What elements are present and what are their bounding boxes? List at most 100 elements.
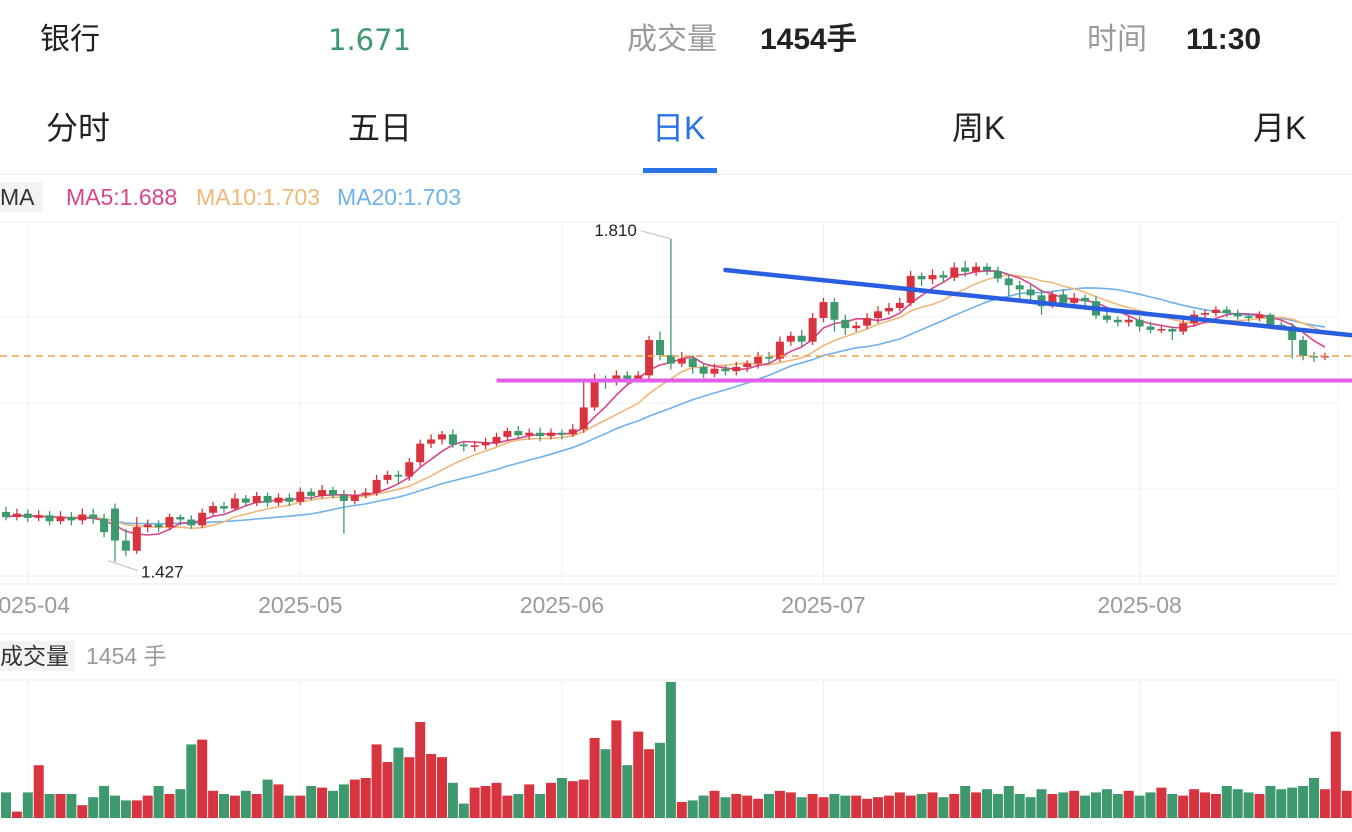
- candle-body: [852, 325, 861, 329]
- volume-bar: [33, 765, 44, 818]
- candle: [132, 517, 141, 555]
- volume-bar: [600, 749, 611, 818]
- volume-bar: [186, 744, 197, 818]
- candle-body: [12, 513, 21, 517]
- volume-bar: [1287, 787, 1298, 818]
- candle: [1211, 306, 1220, 317]
- candle-body: [230, 498, 239, 509]
- period-tabs: 分时 五日 日K 周K 月K: [0, 92, 1352, 175]
- candle: [525, 428, 534, 440]
- candle: [786, 331, 795, 346]
- candle: [1026, 284, 1035, 301]
- volume-bar: [1047, 794, 1058, 818]
- candle-body: [89, 514, 98, 519]
- candle: [1015, 281, 1024, 300]
- volume-bar: [306, 786, 317, 818]
- candle-body: [547, 432, 555, 437]
- ma-indicator-tag[interactable]: MA: [0, 182, 43, 212]
- candle-body: [634, 375, 643, 379]
- volume-bar: [818, 797, 829, 818]
- candle: [939, 270, 948, 283]
- candle: [34, 510, 43, 522]
- volume-bar: [731, 794, 742, 818]
- candle: [1081, 294, 1090, 307]
- volume-bars: [1, 682, 1352, 818]
- candle-body: [1179, 323, 1188, 332]
- candle-body: [285, 497, 294, 502]
- price-grid: [0, 221, 1352, 635]
- candle-body: [1004, 278, 1013, 286]
- candles: [2, 238, 1329, 562]
- volume-bar: [66, 794, 77, 818]
- candle: [1255, 311, 1264, 322]
- candle-body: [470, 445, 479, 447]
- candle: [830, 297, 839, 332]
- candle: [339, 490, 348, 534]
- candle: [89, 508, 98, 524]
- volume-bar: [251, 794, 262, 818]
- candle-body: [557, 432, 566, 435]
- candle-body: [590, 380, 599, 408]
- volume-bar: [949, 794, 960, 818]
- candle: [699, 362, 708, 378]
- volume-bar: [458, 803, 469, 818]
- candle-body: [1026, 289, 1035, 296]
- candle-body: [372, 479, 381, 493]
- candle: [143, 519, 152, 533]
- volume-bar: [633, 731, 644, 818]
- candle-body: [176, 517, 185, 520]
- candle-body: [1113, 319, 1122, 323]
- candle-body: [67, 517, 76, 521]
- low-annotation: 1.427: [141, 563, 184, 582]
- volume-bar: [110, 795, 120, 818]
- volume-bar: [1178, 795, 1189, 818]
- candle-body: [405, 462, 414, 477]
- volume-bar: [1167, 794, 1178, 818]
- candle: [1233, 309, 1242, 320]
- candle: [111, 503, 119, 562]
- tab-five-day[interactable]: 五日: [348, 110, 413, 146]
- volume-bar: [360, 778, 371, 818]
- candle: [329, 486, 337, 499]
- candle: [1113, 316, 1122, 327]
- candle-body: [56, 517, 65, 522]
- candle-body: [710, 368, 719, 374]
- volume-value: 1454手: [760, 23, 857, 56]
- candle: [797, 329, 806, 347]
- candle-body: [23, 513, 32, 518]
- candle: [361, 488, 370, 499]
- tab-intraday[interactable]: 分时: [46, 110, 111, 146]
- volume-bar: [229, 795, 240, 818]
- candle: [579, 382, 588, 433]
- candle-body: [1201, 313, 1209, 315]
- volume-bar: [153, 786, 164, 818]
- volume-bar: [513, 794, 524, 818]
- tab-monthly-k[interactable]: 月K: [1253, 110, 1307, 146]
- high-leader: [640, 230, 672, 240]
- candle: [983, 263, 991, 276]
- tab-daily-k[interactable]: 日K: [652, 110, 706, 146]
- candle-body: [154, 524, 163, 528]
- volume-indicator-tag[interactable]: 成交量: [0, 641, 75, 671]
- candle-body: [438, 434, 446, 440]
- candle-body: [209, 506, 218, 513]
- volume-bar: [992, 794, 1003, 818]
- high-annotation: 1.810: [594, 221, 637, 240]
- volume-bar: [1080, 795, 1091, 818]
- volume-bar: [208, 790, 219, 818]
- candle: [45, 511, 54, 526]
- volume-bar: [611, 720, 622, 818]
- candle: [503, 427, 512, 442]
- volume-bar: [142, 795, 153, 818]
- tab-weekly-k[interactable]: 周K: [952, 110, 1006, 146]
- candle-body: [928, 275, 937, 280]
- active-tab-indicator: [643, 168, 717, 173]
- volume-bar: [1330, 731, 1341, 818]
- candle: [12, 508, 21, 521]
- volume-bar: [578, 779, 589, 818]
- x-tick-label: 2025-05: [258, 592, 342, 618]
- candle: [1102, 311, 1111, 324]
- candle: [961, 260, 970, 277]
- volume-bar: [1189, 789, 1200, 818]
